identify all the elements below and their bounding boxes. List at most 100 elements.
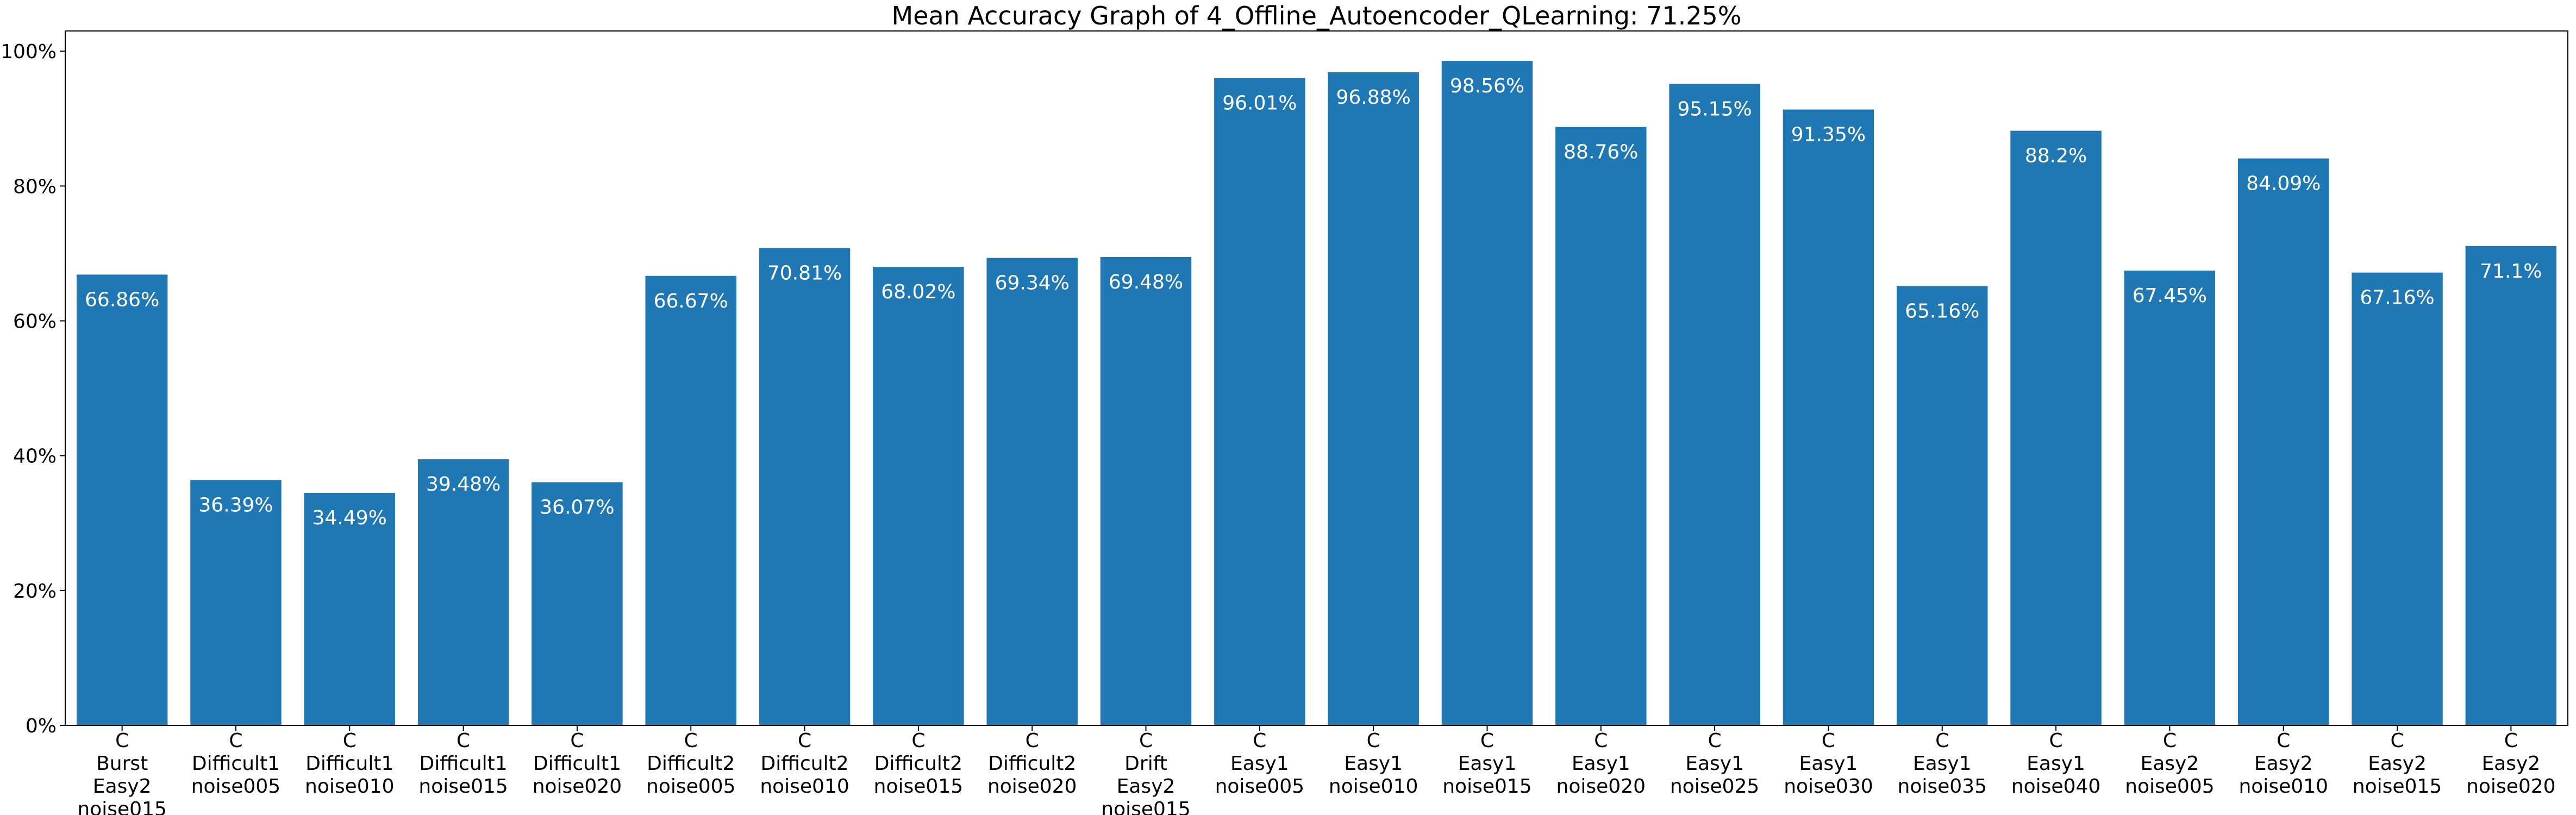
x-tick-label: C Easy1 noise015 xyxy=(1442,730,1531,798)
bar-value-label: 34.49% xyxy=(312,507,387,529)
x-tick-label-line: C xyxy=(1139,730,1153,752)
x-tick-label-line: Easy1 xyxy=(1685,753,1744,775)
x-tick-label-line: C xyxy=(1708,730,1722,752)
x-tick-label-line: C xyxy=(2504,730,2518,752)
x-tick-label-line: C xyxy=(684,730,698,752)
x-tick-label-line: Difficult2 xyxy=(988,753,1076,775)
x-tick-label-line: noise015 xyxy=(418,775,508,798)
x-tick-label: C Easy1 noise020 xyxy=(1556,730,1646,798)
bar xyxy=(417,459,509,725)
x-tick-label-line: Easy2 xyxy=(1117,775,1176,798)
bar-value-label: 69.34% xyxy=(995,272,1070,294)
x-tick-label: C Easy2 noise010 xyxy=(2239,730,2328,798)
x-tick-label-line: Difficult1 xyxy=(533,753,621,775)
x-tick-label: C Difficult1 noise005 xyxy=(191,730,280,798)
y-tick-label: 20% xyxy=(13,580,57,603)
x-tick-label-line: C xyxy=(229,730,242,752)
y-tick-label: 0% xyxy=(26,715,57,737)
bar-value-label: 36.07% xyxy=(540,496,614,518)
x-tick-label-line: C xyxy=(911,730,925,752)
x-tick-label-line: Easy1 xyxy=(2027,753,2085,775)
x-tick-label-line: noise025 xyxy=(1670,775,1759,798)
bar xyxy=(532,482,623,725)
bar xyxy=(190,480,282,725)
x-tick-label: C Easy1 noise025 xyxy=(1670,730,1759,798)
x-tick-label: C Difficult2 noise015 xyxy=(874,730,963,798)
x-tick-label: C Easy1 noise030 xyxy=(1784,730,1873,798)
bar-value-label: 96.88% xyxy=(1336,86,1411,109)
x-tick-label-line: noise015 xyxy=(1101,798,1190,815)
x-tick-label: C Difficult2 noise020 xyxy=(987,730,1077,798)
bar-value-label: 88.76% xyxy=(1564,141,1638,164)
x-tick-label-line: C xyxy=(1935,730,1949,752)
bar xyxy=(2010,130,2102,725)
bar-value-label: 67.45% xyxy=(2133,285,2207,307)
x-tick-label-line: C xyxy=(1480,730,1494,752)
bar xyxy=(645,275,736,725)
bar xyxy=(1897,286,1988,725)
bar xyxy=(1555,127,1647,725)
x-tick-label-line: noise010 xyxy=(1329,775,1418,798)
x-tick-label-line: noise020 xyxy=(533,775,622,798)
x-tick-label-line: Difficult2 xyxy=(760,753,848,775)
bars-layer: 66.86% 36.39% 34.49% 39.48% 36.07% 66.67% 70.8… xyxy=(76,61,2557,726)
bar xyxy=(2124,271,2216,725)
bar-value-label: 88.2% xyxy=(2025,145,2087,167)
x-tick-label-line: Difficult2 xyxy=(647,753,735,775)
bar-value-label: 91.35% xyxy=(1791,124,1866,146)
x-tick-label-line: C xyxy=(1822,730,1835,752)
x-tick-label-line: noise015 xyxy=(1442,775,1531,798)
x-tick-label-line: noise010 xyxy=(305,775,394,798)
x-tick-label-line: noise020 xyxy=(1556,775,1646,798)
x-tick-label-line: Easy2 xyxy=(2254,753,2313,775)
x-tick-label-line: C xyxy=(2390,730,2404,752)
x-tick-label-line: C xyxy=(1026,730,1039,752)
y-tick-label: 40% xyxy=(13,446,57,468)
bar xyxy=(1783,109,1874,725)
bar xyxy=(76,274,168,725)
bar-value-label: 66.67% xyxy=(654,290,728,312)
y-tick-label: 100% xyxy=(1,41,57,63)
bar-value-label: 67.16% xyxy=(2360,287,2434,309)
x-tick-label-line: noise010 xyxy=(760,775,849,798)
x-tick-label: C Difficult1 noise020 xyxy=(533,730,622,798)
x-tick-label-line: Easy2 xyxy=(2481,753,2540,775)
x-tick-label-line: noise005 xyxy=(2125,775,2214,798)
x-tick-label-line: noise005 xyxy=(646,775,735,798)
plot-frame xyxy=(65,30,2568,726)
chart-title: Mean Accuracy Graph of 4_Offline_Autoenc… xyxy=(892,1,1742,30)
x-tick-label-line: C xyxy=(570,730,584,752)
x-tick-label: C Difficult2 noise010 xyxy=(760,730,849,798)
x-tick-label-line: Easy1 xyxy=(1572,753,1630,775)
x-tick-label-line: noise015 xyxy=(2353,775,2442,798)
x-tick-label-line: Easy1 xyxy=(1344,753,1403,775)
x-tick-label-line: C xyxy=(1253,730,1266,752)
bar xyxy=(873,267,964,725)
y-tick-label: 60% xyxy=(13,311,57,333)
x-tick-label-line: Difficult1 xyxy=(305,753,393,775)
x-tick-label-line: C xyxy=(2163,730,2177,752)
bar xyxy=(986,258,1078,725)
x-tick-label-line: noise035 xyxy=(1898,775,1987,798)
x-tick-label-line: Easy1 xyxy=(1913,753,1972,775)
x-tick-label-line: Easy2 xyxy=(93,775,152,798)
bar xyxy=(1328,72,1419,725)
x-tick-label: C Easy2 noise005 xyxy=(2125,730,2214,798)
x-tick-label-line: noise040 xyxy=(2011,775,2100,798)
bar xyxy=(1214,78,1305,726)
x-tick-label-line: C xyxy=(1594,730,1608,752)
bar xyxy=(2237,158,2329,725)
x-tick-label-line: C xyxy=(115,730,129,752)
x-tick-label-line: C xyxy=(343,730,357,752)
x-tick-label-line: Difficult1 xyxy=(192,753,280,775)
x-tick-label: C Difficult1 noise010 xyxy=(305,730,394,798)
x-tick-label: C Easy2 noise020 xyxy=(2466,730,2555,798)
bar-value-label: 71.1% xyxy=(2480,260,2542,283)
x-tick-label-line: Easy2 xyxy=(2368,753,2427,775)
x-tick-label-line: noise020 xyxy=(987,775,1077,798)
x-tick-label-line: C xyxy=(798,730,811,752)
x-tick-label: C Easy1 noise010 xyxy=(1329,730,1418,798)
